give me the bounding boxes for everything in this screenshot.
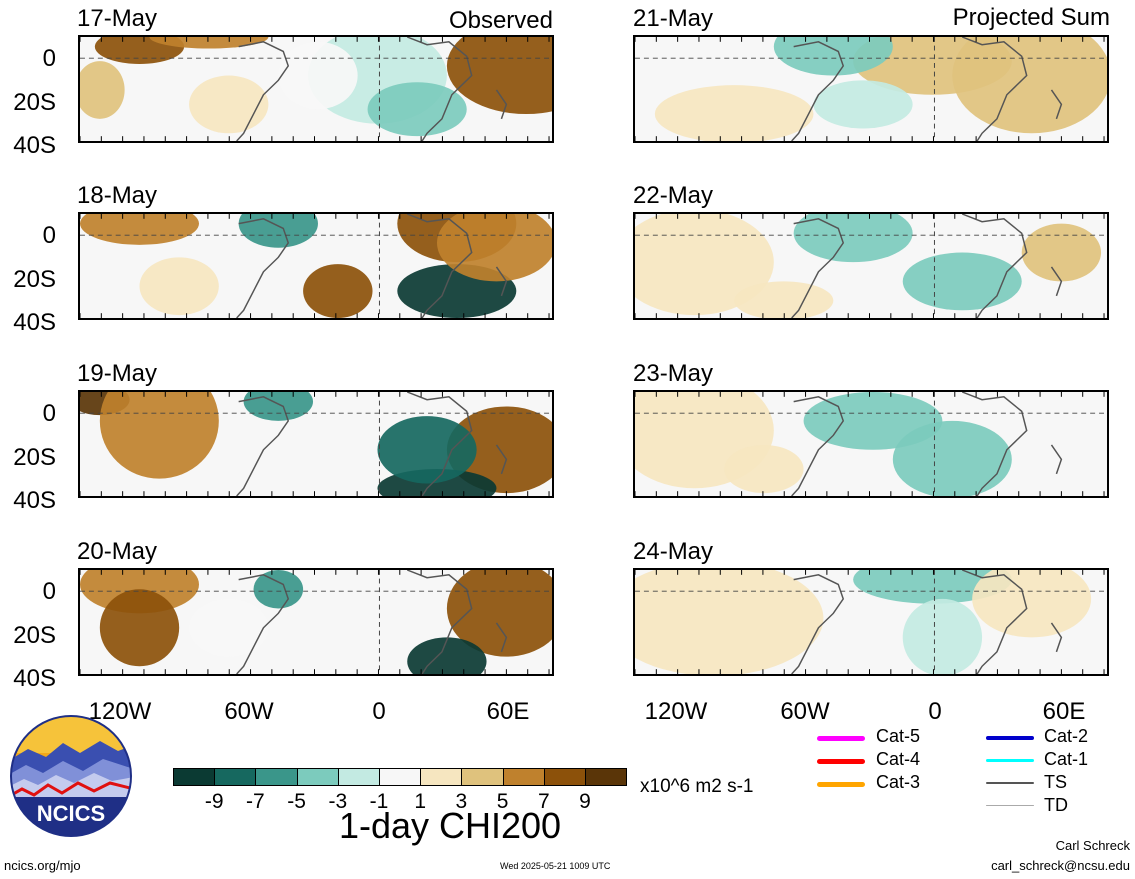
lat-label: 0 [42, 400, 56, 427]
lat-label: 20S [13, 444, 56, 471]
map-panel [78, 568, 554, 676]
lat-label: 0 [42, 578, 56, 605]
ncics-logo: NCICS [8, 713, 134, 839]
legend-label: Cat-1 [1044, 749, 1089, 769]
panel-date-title: 17-May [77, 5, 158, 32]
map-panel [633, 35, 1109, 143]
colorbar-level-label: -5 [287, 790, 306, 813]
logo-text: NCICS [37, 801, 105, 826]
colorbar-swatch [379, 768, 422, 786]
colorbar-level-label: -7 [246, 790, 265, 813]
colorbar-swatch [296, 768, 339, 786]
legend-line-cat1 [986, 759, 1034, 762]
colorbar-level-label: 1 [414, 790, 427, 813]
legend-line-cat5 [817, 736, 865, 741]
colorbar-level-label: -1 [369, 790, 389, 813]
lat-label: 40S [13, 309, 56, 336]
lat-label: 20S [13, 89, 56, 116]
colorbar-title: 1-day CHI200 [338, 805, 562, 846]
colorbar-level-label: 9 [579, 790, 591, 813]
lat-label: 0 [42, 45, 56, 72]
map-panel [78, 390, 554, 498]
map-panel [633, 212, 1109, 320]
colorbar-swatch [543, 768, 586, 786]
colorbar-units: x10^6 m2 s-1 [640, 776, 754, 797]
projected-header: Projected Sum [952, 4, 1110, 31]
lon-label: 60E [1042, 698, 1086, 725]
legend-label: Cat-3 [876, 772, 921, 792]
map-panel [633, 390, 1109, 498]
map-panel [78, 35, 554, 143]
panel-date-title: 24-May [633, 538, 714, 565]
lon-label: 0 [928, 698, 942, 725]
colorbar-swatch [461, 768, 504, 786]
colorbar-level-label: 5 [496, 790, 509, 813]
footer-email[interactable]: carl_schreck@ncsu.edu [991, 858, 1130, 873]
observed-header: Observed [448, 7, 553, 34]
legend-line-cat2 [986, 736, 1034, 740]
colorbar-swatch [585, 768, 628, 786]
legend-line-cat4 [817, 759, 865, 764]
colorbar-level-label: -3 [328, 790, 348, 813]
colorbar-swatch [420, 768, 463, 786]
panel-date-title: 23-May [633, 360, 714, 387]
lon-label: 60E [486, 698, 530, 725]
panel-date-title: 19-May [77, 360, 158, 387]
lat-label: 40S [13, 665, 56, 692]
colorbar-level-label: 7 [537, 790, 550, 813]
panel-date-title: 20-May [77, 538, 158, 565]
lat-label: 0 [42, 222, 56, 249]
lat-label: 20S [13, 266, 56, 293]
lat-label: 40S [13, 132, 56, 159]
panel-date-title: 22-May [633, 182, 714, 209]
legend-line-cat3 [817, 782, 865, 787]
lon-label: 120W [88, 698, 152, 725]
legend-label: Cat-5 [876, 726, 921, 746]
footer-timestamp: Wed 2025-05-21 1009 UTC [500, 861, 611, 871]
legend-label: Cat-4 [876, 749, 921, 769]
panel-date-title: 21-May [633, 5, 714, 32]
legend-line-ts [986, 782, 1034, 784]
colorbar-level-label: -9 [204, 790, 224, 813]
map-panel [633, 568, 1109, 676]
colorbar-swatch [337, 768, 380, 786]
colorbar-swatch [214, 768, 257, 786]
lat-label: 20S [13, 622, 56, 649]
footer-author: Carl Schreck [1055, 838, 1130, 853]
lon-label: 0 [372, 698, 386, 725]
lon-label: 60W [224, 698, 274, 725]
lon-label: 60W [780, 698, 830, 725]
legend-label: TD [1044, 795, 1068, 815]
colorbar-swatch [173, 768, 216, 786]
panel-date-title: 18-May [77, 182, 158, 209]
lat-label: 40S [13, 487, 56, 514]
colorbar-swatch [502, 768, 545, 786]
colorbar-level-label: 3 [455, 790, 468, 813]
legend-label: TS [1044, 772, 1068, 792]
legend-label: Cat-2 [1044, 726, 1089, 746]
legend-line-td [986, 805, 1034, 806]
map-panel [78, 212, 554, 320]
colorbar-swatch [255, 768, 298, 786]
lon-label: 120W [644, 698, 708, 725]
footer-url[interactable]: ncics.org/mjo [4, 858, 81, 873]
